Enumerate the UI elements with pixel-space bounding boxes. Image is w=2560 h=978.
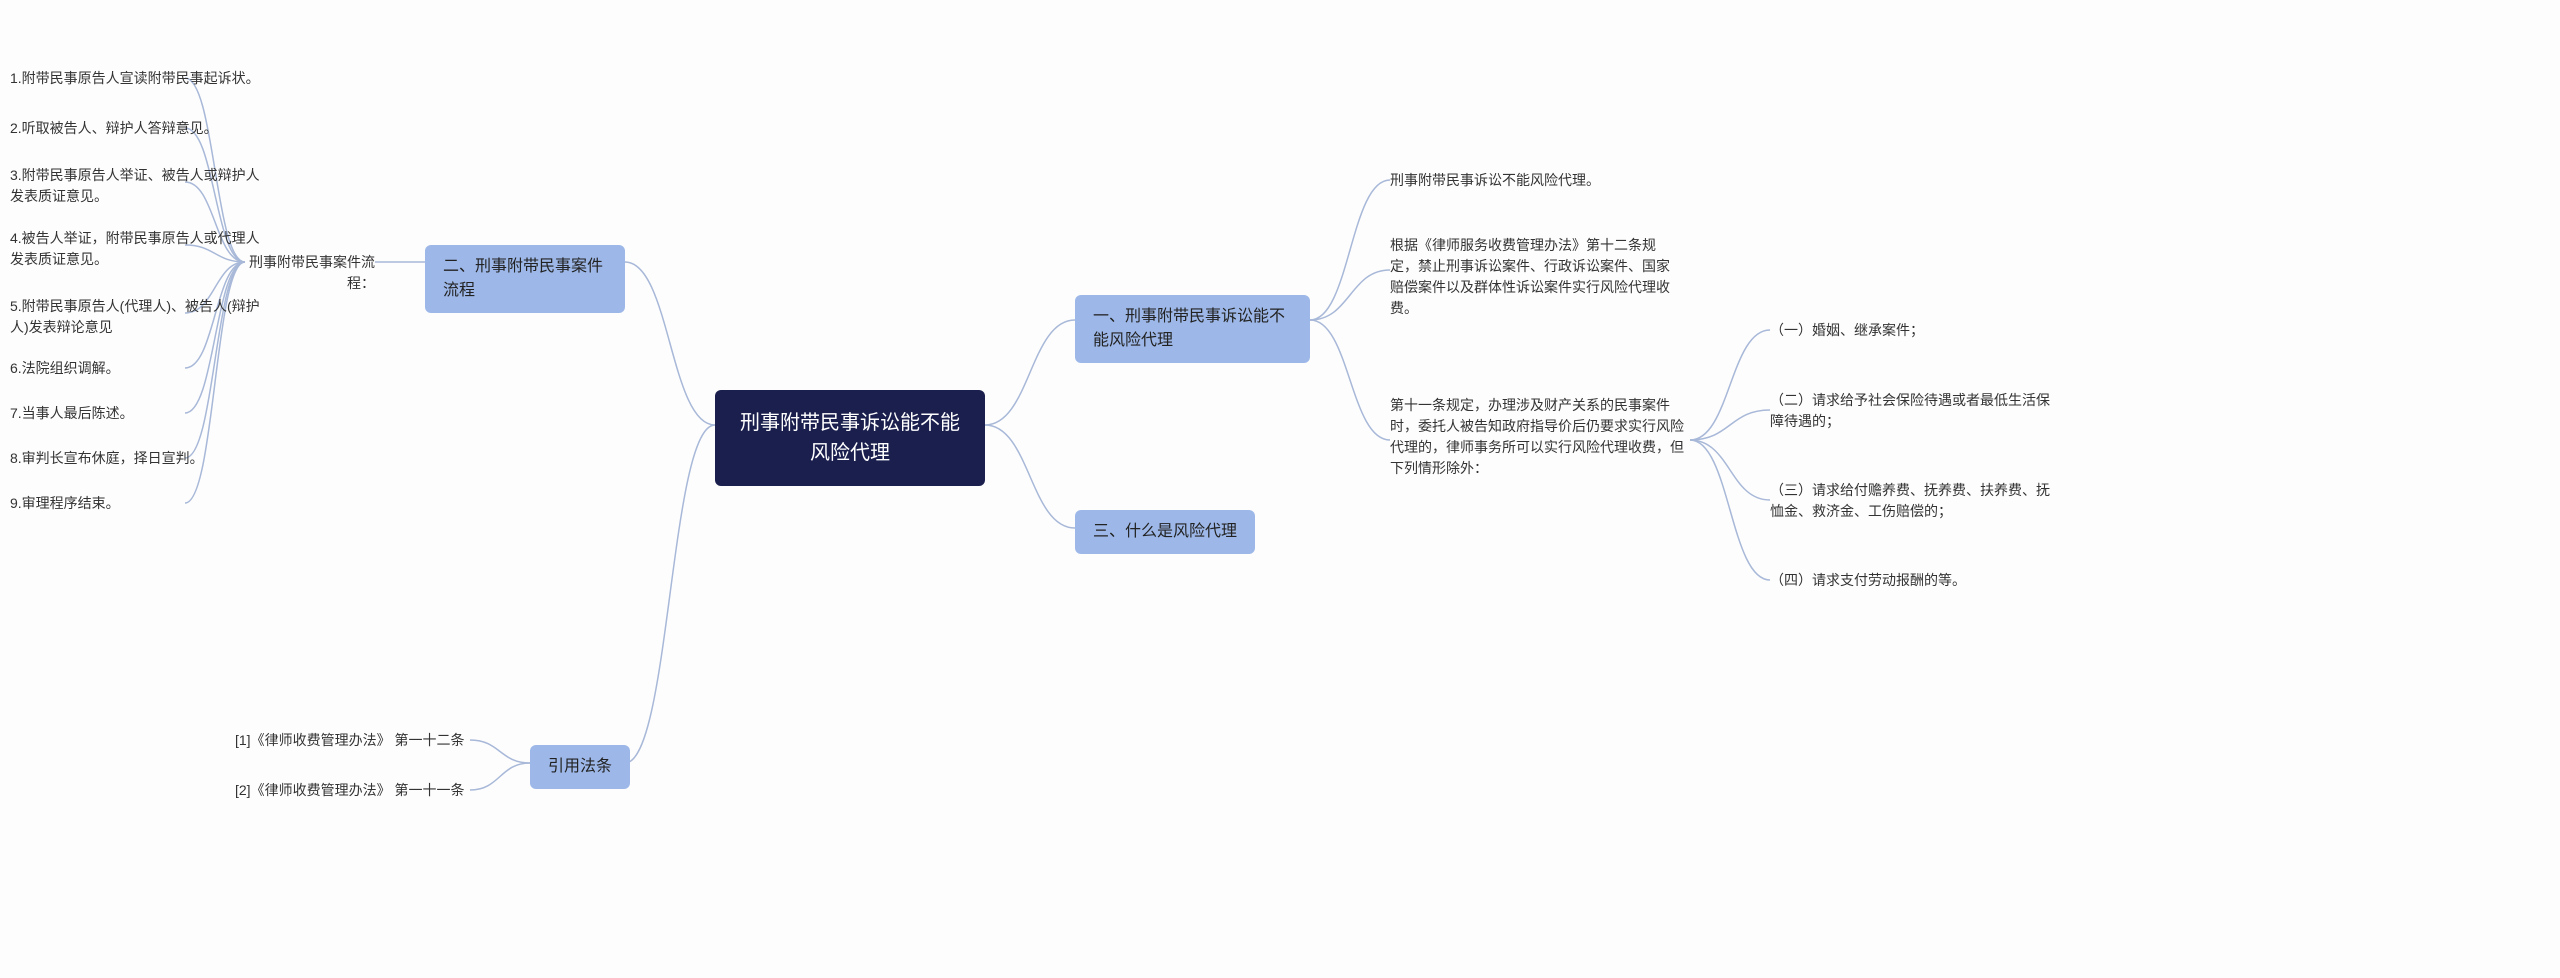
leaf-b2-l8: 8.审判长宣布休庭，择日宣判。 <box>10 448 270 469</box>
leaf-b1-l1: 刑事附带民事诉讼不能风险代理。 <box>1390 170 1600 191</box>
leaf-b1-l3-s2: （二）请求给予社会保险待遇或者最低生活保障待遇的； <box>1770 390 2050 432</box>
branch-2: 二、刑事附带民事案件流程 <box>425 245 625 313</box>
leaf-b2-l1: 1.附带民事原告人宣读附带民事起诉状。 <box>10 68 270 89</box>
branch-cite-label: 引用法条 <box>548 758 612 775</box>
root-title-line2: 风险代理 <box>810 442 890 464</box>
leaf-b1-l3-s3: （三）请求给付赡养费、抚养费、扶养费、抚恤金、救济金、工伤赔偿的； <box>1770 480 2050 522</box>
leaf-b1-l3: 第十一条规定，办理涉及财产关系的民事案件时，委托人被告知政府指导价后仍要求实行风… <box>1390 395 1690 479</box>
branch-1-label: 一、刑事附带民事诉讼能不能风险代理 <box>1093 308 1285 349</box>
connector-lines <box>0 0 2560 978</box>
leaf-b1-l3-s1: （一）婚姻、继承案件； <box>1770 320 1924 341</box>
leaf-b1-l3-s4: （四）请求支付劳动报酬的等。 <box>1770 570 1966 591</box>
branch-1: 一、刑事附带民事诉讼能不能风险代理 <box>1075 295 1310 363</box>
leaf-b2-l9: 9.审理程序结束。 <box>10 493 270 514</box>
leaf-b2-l6: 6.法院组织调解。 <box>10 358 270 379</box>
leaf-b1-l2: 根据《律师服务收费管理办法》第十二条规定，禁止刑事诉讼案件、行政诉讼案件、国家赔… <box>1390 235 1680 319</box>
root-title-line1: 刑事附带民事诉讼能不能 <box>740 412 960 434</box>
leaf-b2-l7: 7.当事人最后陈述。 <box>10 403 270 424</box>
leaf-cite-1: [1]《律师收费管理办法》 第一十二条 <box>235 730 470 751</box>
branch-cite: 引用法条 <box>530 745 630 789</box>
branch-3-label: 三、什么是风险代理 <box>1093 523 1237 540</box>
branch-3: 三、什么是风险代理 <box>1075 510 1255 554</box>
leaf-b2-l3: 3.附带民事原告人举证、被告人或辩护人发表质证意见。 <box>10 165 270 207</box>
branch-2-label: 二、刑事附带民事案件流程 <box>443 258 603 299</box>
leaf-b2-l4: 4.被告人举证，附带民事原告人或代理人发表质证意见。 <box>10 228 270 270</box>
root-node: 刑事附带民事诉讼能不能 风险代理 <box>715 390 985 486</box>
leaf-b2-l5: 5.附带民事原告人(代理人)、被告人(辩护人)发表辩论意见 <box>10 296 270 338</box>
leaf-b2-l2: 2.听取被告人、辩护人答辩意见。 <box>10 118 270 139</box>
leaf-cite-2: [2]《律师收费管理办法》 第一十一条 <box>235 780 470 801</box>
